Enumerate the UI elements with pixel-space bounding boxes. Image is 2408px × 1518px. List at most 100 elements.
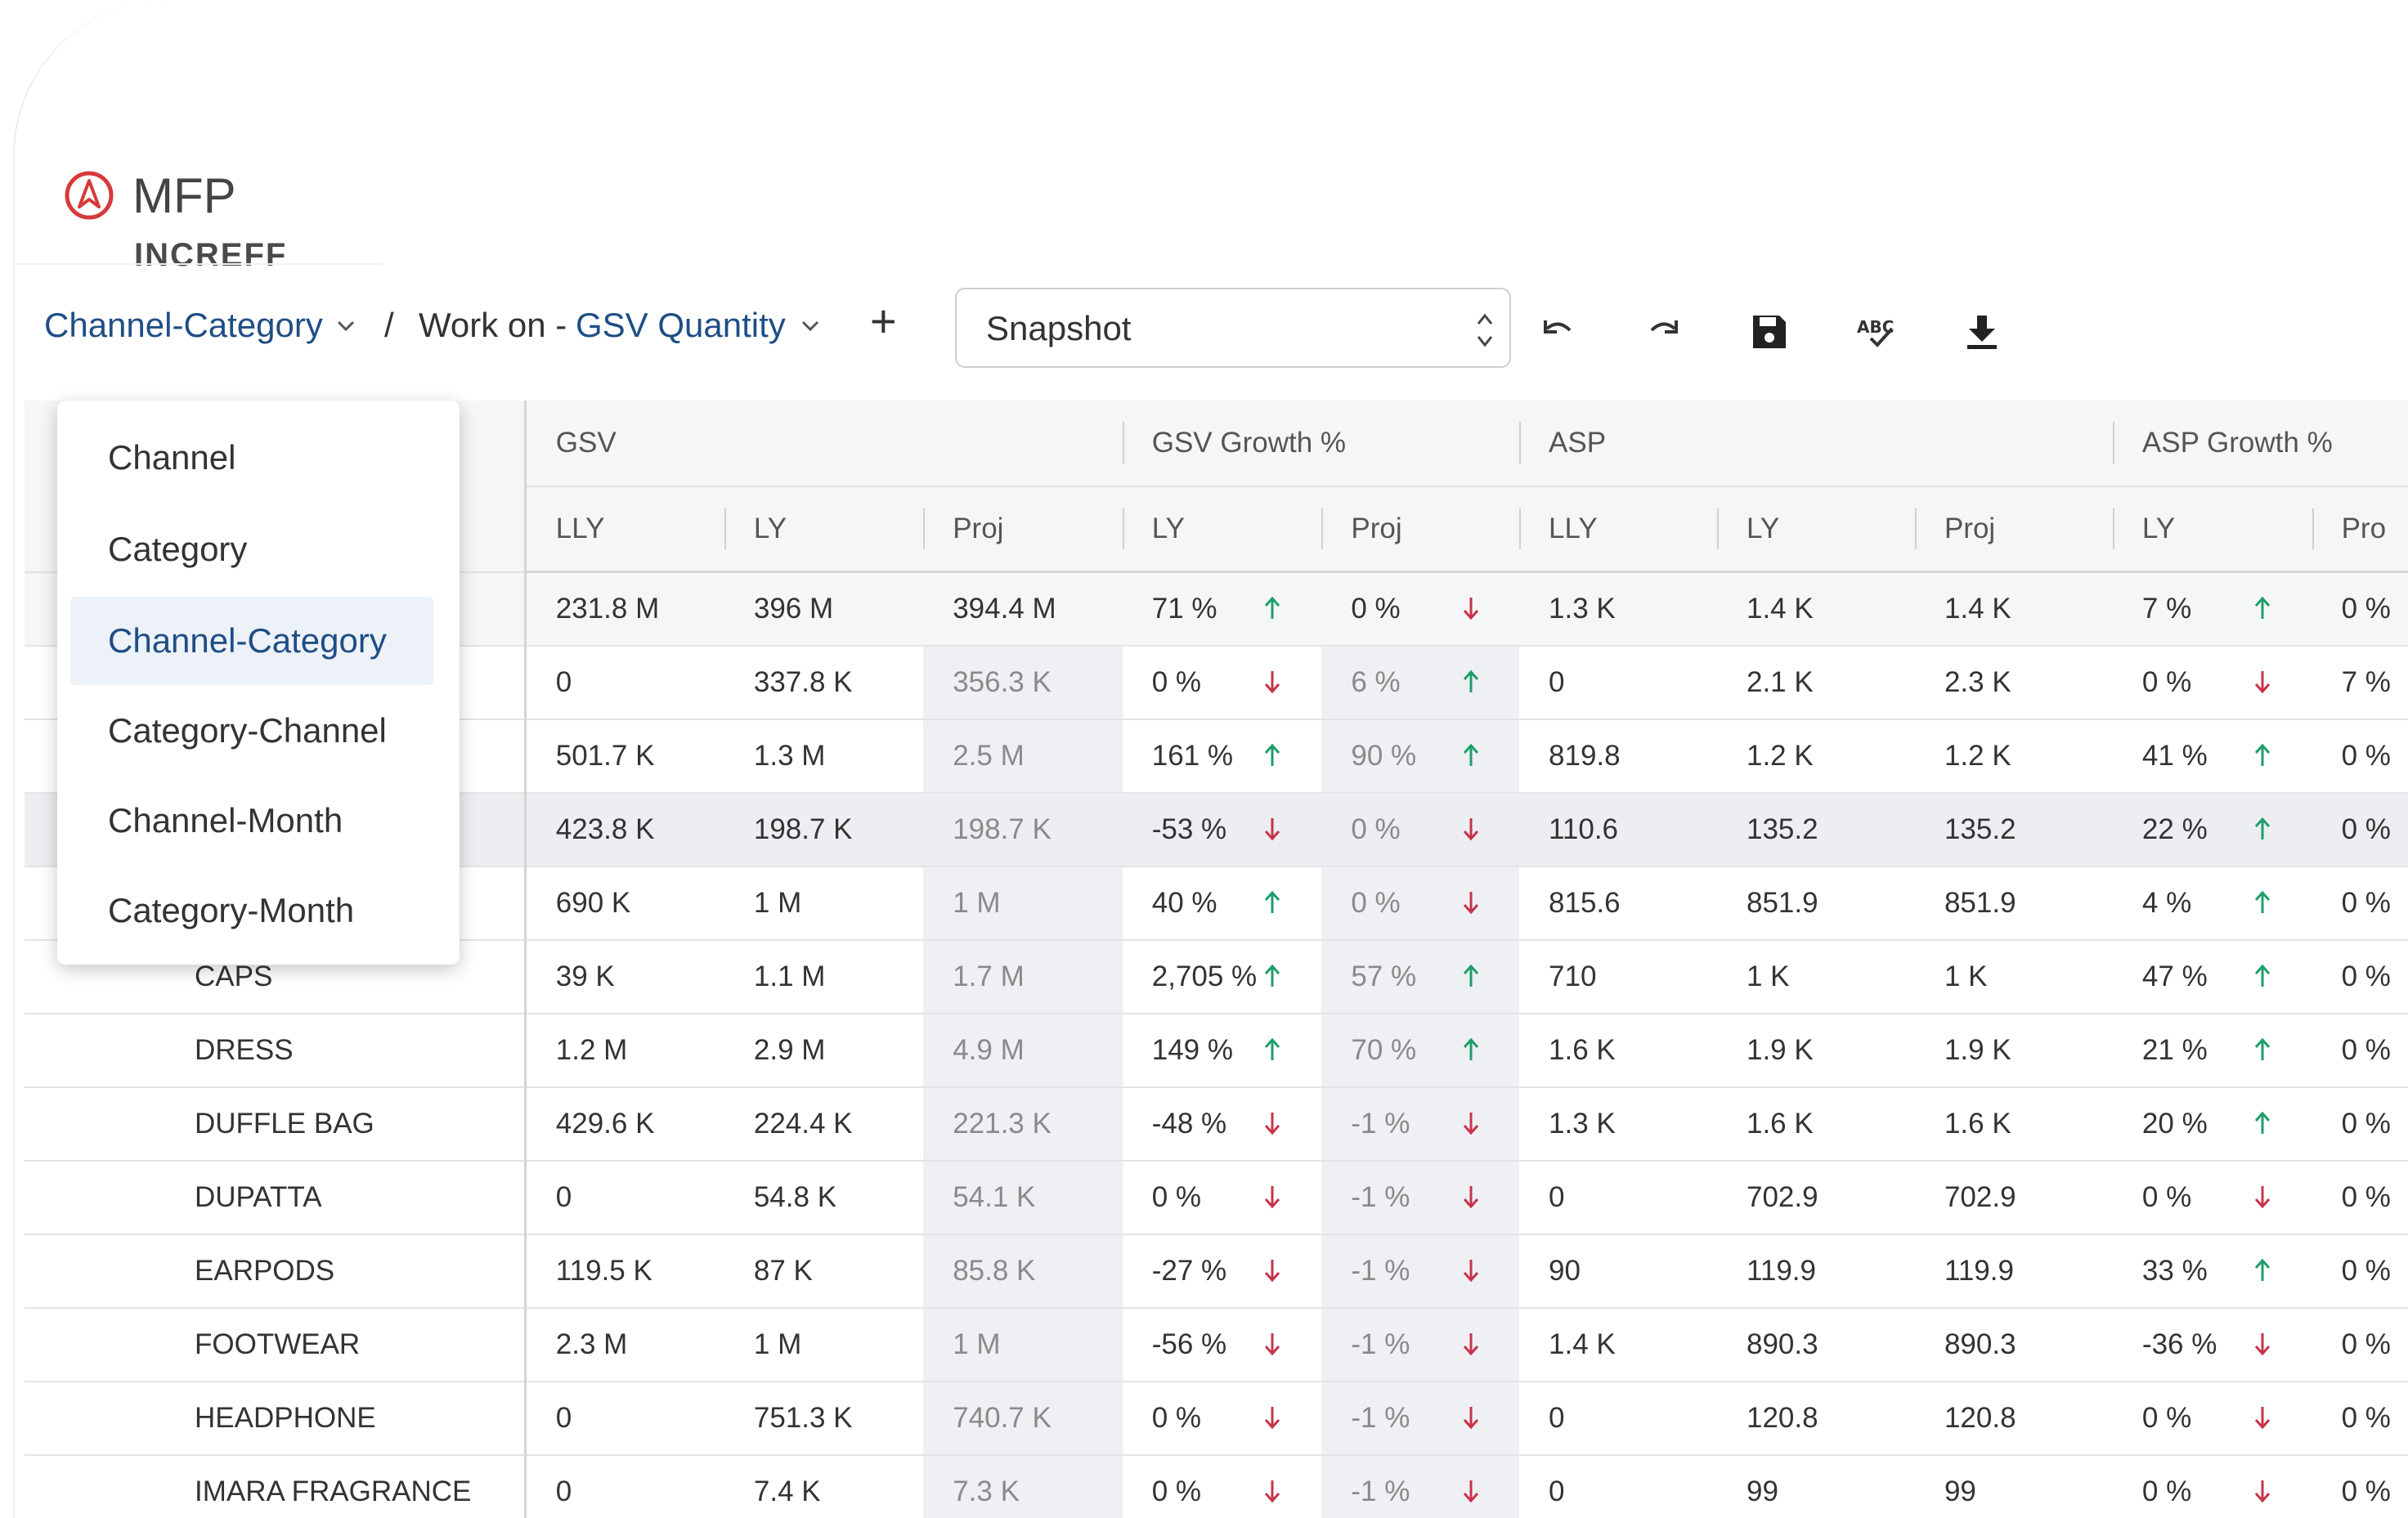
gsv-lly-cell[interactable]: 501.7 K (525, 719, 724, 794)
asp-ly-cell[interactable]: 1.2 K (1716, 719, 1915, 794)
spellcheck-icon[interactable]: ABC (1854, 311, 1897, 353)
asp-growth-ly-cell[interactable]: 20 % (2112, 1087, 2312, 1162)
gsv-lly-cell[interactable]: 423.8 K (525, 793, 724, 867)
asp-growth-ly-cell[interactable]: 41 % (2112, 719, 2312, 794)
row-name-cell[interactable]: FOOTWEAR (25, 1308, 527, 1382)
asp-growth-proj-cell[interactable]: 0 % (2312, 1014, 2408, 1088)
asp-growth-proj-cell[interactable]: 0 % (2312, 1455, 2408, 1518)
gsv-proj-cell[interactable]: 221.3 K (923, 1087, 1123, 1162)
gsv-ly-cell[interactable]: 337.8 K (724, 646, 924, 720)
asp-ly-cell[interactable]: 1.9 K (1716, 1014, 1915, 1088)
row-name-cell[interactable]: IMARA FRAGRANCE (25, 1455, 527, 1518)
asp-ly-cell[interactable]: 890.3 (1716, 1308, 1915, 1382)
asp-growth-ly-cell[interactable]: 7 % (2112, 571, 2312, 647)
asp-growth-proj-cell[interactable]: 0 % (2312, 1087, 2408, 1162)
gsv-ly-cell[interactable]: 224.4 K (724, 1087, 924, 1162)
asp-growth-proj-cell[interactable]: 0 % (2312, 719, 2408, 794)
gsv-lly-cell[interactable]: 690 K (525, 866, 724, 941)
gsv-proj-cell[interactable]: 1 M (923, 1308, 1123, 1382)
gsv-lly-cell[interactable]: 0 (525, 1161, 724, 1235)
row-name-cell[interactable]: EARPODS (25, 1234, 527, 1309)
asp-growth-ly-cell[interactable]: 0 % (2112, 1455, 2312, 1518)
asp-growth-proj-cell[interactable]: 7 % (2312, 646, 2408, 720)
asp-growth-ly-cell[interactable]: 0 % (2112, 1381, 2312, 1456)
gsv-proj-cell[interactable]: 356.3 K (923, 646, 1123, 720)
gsv-growth-ly-cell[interactable]: -48 % (1122, 1087, 1322, 1162)
gsv-ly-cell[interactable]: 7.4 K (724, 1455, 924, 1518)
gsv-proj-cell[interactable]: 740.7 K (923, 1381, 1123, 1456)
menu-item-channel-month[interactable]: Channel-Month (108, 801, 343, 840)
asp-proj-cell[interactable]: 1.2 K (1914, 719, 2113, 794)
view-selector[interactable]: Channel-Category (44, 306, 323, 344)
asp-ly-cell[interactable]: 135.2 (1716, 793, 1915, 867)
gsv-lly-cell[interactable]: 231.8 M (525, 571, 724, 647)
row-name-cell[interactable]: DUPATTA (25, 1161, 527, 1235)
asp-growth-ly-cell[interactable]: 22 % (2112, 793, 2312, 867)
asp-lly-cell[interactable]: 90 (1519, 1234, 1717, 1309)
asp-growth-ly-cell[interactable]: 0 % (2112, 1161, 2312, 1235)
gsv-proj-cell[interactable]: 1.7 M (923, 940, 1123, 1014)
asp-proj-cell[interactable]: 1 K (1914, 940, 2113, 1014)
gsv-lly-cell[interactable]: 39 K (525, 940, 724, 1014)
gsv-proj-cell[interactable]: 2.5 M (923, 719, 1123, 794)
save-icon[interactable] (1748, 311, 1791, 353)
gsv-growth-proj-cell[interactable]: 90 % (1321, 719, 1520, 794)
asp-ly-cell[interactable]: 1 K (1716, 940, 1915, 1014)
gsv-ly-cell[interactable]: 54.8 K (724, 1161, 924, 1235)
asp-lly-cell[interactable]: 815.6 (1519, 866, 1717, 941)
gsv-growth-proj-cell[interactable]: 0 % (1321, 571, 1520, 647)
asp-lly-cell[interactable]: 1.6 K (1519, 1014, 1717, 1088)
asp-growth-ly-cell[interactable]: -36 % (2112, 1308, 2312, 1382)
menu-item-category[interactable]: Category (108, 530, 248, 568)
row-name-cell[interactable]: HEADPHONE (25, 1381, 527, 1456)
asp-proj-cell[interactable]: 120.8 (1914, 1381, 2113, 1456)
gsv-growth-ly-cell[interactable]: 40 % (1122, 866, 1322, 941)
gsv-growth-ly-cell[interactable]: -27 % (1122, 1234, 1322, 1309)
gsv-lly-cell[interactable]: 2.3 M (525, 1308, 724, 1382)
asp-ly-cell[interactable]: 702.9 (1716, 1161, 1915, 1235)
row-name-cell[interactable]: DRESS (25, 1014, 527, 1088)
gsv-proj-cell[interactable]: 394.4 M (923, 571, 1123, 647)
gsv-growth-proj-cell[interactable]: -1 % (1321, 1234, 1520, 1309)
gsv-proj-cell[interactable]: 198.7 K (923, 793, 1123, 867)
gsv-lly-cell[interactable]: 119.5 K (525, 1234, 724, 1309)
asp-growth-proj-cell[interactable]: 0 % (2312, 866, 2408, 941)
gsv-growth-proj-cell[interactable]: -1 % (1321, 1308, 1520, 1382)
gsv-growth-proj-cell[interactable]: -1 % (1321, 1087, 1520, 1162)
row-name-cell[interactable]: DUFFLE BAG (25, 1087, 527, 1162)
asp-lly-cell[interactable]: 1.4 K (1519, 1308, 1717, 1382)
table-row[interactable]: DUFFLE BAG 429.6 K 224.4 K 221.3 K -48 % -1 %… (25, 1087, 2408, 1162)
gsv-growth-ly-cell[interactable]: 71 % (1122, 571, 1322, 647)
gsv-growth-proj-cell[interactable]: 0 % (1321, 866, 1520, 941)
asp-proj-cell[interactable]: 1.6 K (1914, 1087, 2113, 1162)
asp-proj-cell[interactable]: 2.3 K (1914, 646, 2113, 720)
asp-growth-proj-cell[interactable]: 0 % (2312, 793, 2408, 867)
gsv-growth-proj-cell[interactable]: 0 % (1321, 793, 1520, 867)
asp-lly-cell[interactable]: 0 (1519, 1455, 1717, 1518)
asp-growth-ly-cell[interactable]: 4 % (2112, 866, 2312, 941)
gsv-proj-cell[interactable]: 1 M (923, 866, 1123, 941)
table-row[interactable]: EARPODS 119.5 K 87 K 85.8 K -27 % -1 % 90 119.9… (25, 1234, 2408, 1309)
asp-ly-cell[interactable]: 119.9 (1716, 1234, 1915, 1309)
gsv-ly-cell[interactable]: 396 M (724, 571, 924, 647)
asp-lly-cell[interactable]: 0 (1519, 1381, 1717, 1456)
gsv-growth-proj-cell[interactable]: -1 % (1321, 1381, 1520, 1456)
gsv-ly-cell[interactable]: 1 M (724, 1308, 924, 1382)
asp-proj-cell[interactable]: 1.9 K (1914, 1014, 2113, 1088)
asp-proj-cell[interactable]: 99 (1914, 1455, 2113, 1518)
asp-ly-cell[interactable]: 120.8 (1716, 1381, 1915, 1456)
asp-growth-proj-cell[interactable]: 0 % (2312, 940, 2408, 1014)
add-button[interactable]: + (870, 295, 897, 347)
gsv-ly-cell[interactable]: 2.9 M (724, 1014, 924, 1088)
chevron-down-icon[interactable] (337, 320, 355, 332)
gsv-growth-ly-cell[interactable]: 0 % (1122, 1161, 1322, 1235)
asp-growth-proj-cell[interactable]: 0 % (2312, 1161, 2408, 1235)
asp-proj-cell[interactable]: 119.9 (1914, 1234, 2113, 1309)
gsv-growth-proj-cell[interactable]: -1 % (1321, 1455, 1520, 1518)
gsv-proj-cell[interactable]: 7.3 K (923, 1455, 1123, 1518)
gsv-ly-cell[interactable]: 751.3 K (724, 1381, 924, 1456)
